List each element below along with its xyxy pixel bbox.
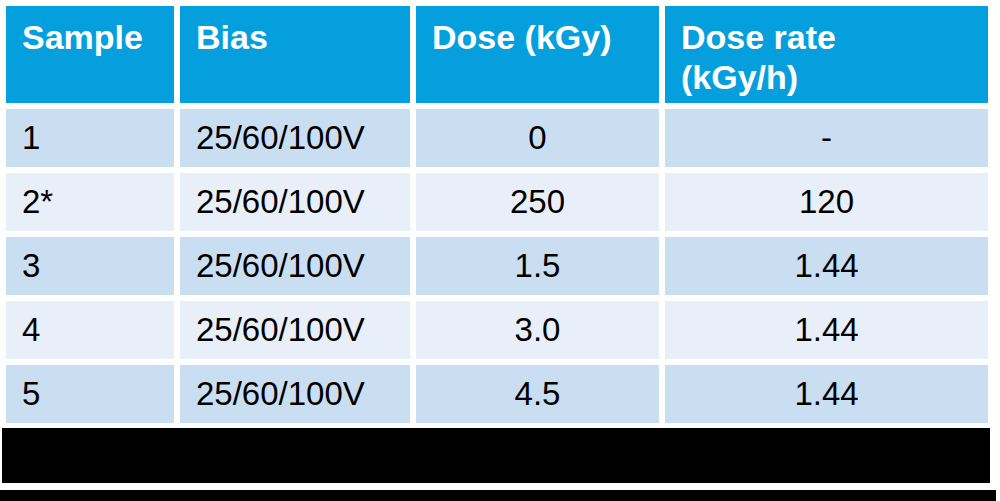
column-header-dose-rate-label: Dose rate (kGy/h) xyxy=(681,17,881,97)
cell-bias: 25/60/100V xyxy=(180,237,410,295)
cell-dose-rate: 1.44 xyxy=(665,365,988,423)
cell-dose-rate: 120 xyxy=(665,173,988,231)
irradiation-samples-table: Sample Bias Dose (kGy) Dose rate (kGy/h)… xyxy=(0,0,994,429)
cell-sample: 3 xyxy=(6,237,174,295)
cell-dose: 1.5 xyxy=(416,237,659,295)
cell-dose-rate: 1.44 xyxy=(665,301,988,359)
cell-dose: 4.5 xyxy=(416,365,659,423)
cell-sample: 2* xyxy=(6,173,174,231)
column-header-sample-label: Sample xyxy=(22,17,143,57)
column-header-bias: Bias xyxy=(180,6,410,103)
cell-sample: 5 xyxy=(6,365,174,423)
cell-sample: 1 xyxy=(6,109,174,167)
cell-dose: 0 xyxy=(416,109,659,167)
column-header-sample: Sample xyxy=(6,6,174,103)
cell-sample: 4 xyxy=(6,301,174,359)
column-header-dose-label: Dose (kGy) xyxy=(432,17,612,57)
column-header-bias-label: Bias xyxy=(196,17,268,57)
bottom-edge-bar xyxy=(0,490,996,501)
slide: Sample Bias Dose (kGy) Dose rate (kGy/h)… xyxy=(0,0,1000,501)
cell-bias: 25/60/100V xyxy=(180,109,410,167)
column-header-dose: Dose (kGy) xyxy=(416,6,659,103)
table-row: 5 25/60/100V 4.5 1.44 xyxy=(6,365,988,423)
table-row: 2* 25/60/100V 250 120 xyxy=(6,173,988,231)
table-row: 3 25/60/100V 1.5 1.44 xyxy=(6,237,988,295)
cell-bias: 25/60/100V xyxy=(180,173,410,231)
table-header-row: Sample Bias Dose (kGy) Dose rate (kGy/h) xyxy=(6,6,988,103)
cell-dose: 3.0 xyxy=(416,301,659,359)
redacted-caption-bar xyxy=(2,428,990,483)
table-row: 4 25/60/100V 3.0 1.44 xyxy=(6,301,988,359)
cell-dose-rate: 1.44 xyxy=(665,237,988,295)
table-row: 1 25/60/100V 0 - xyxy=(6,109,988,167)
column-header-dose-rate: Dose rate (kGy/h) xyxy=(665,6,988,103)
cell-dose: 250 xyxy=(416,173,659,231)
cell-bias: 25/60/100V xyxy=(180,365,410,423)
cell-bias: 25/60/100V xyxy=(180,301,410,359)
cell-dose-rate: - xyxy=(665,109,988,167)
